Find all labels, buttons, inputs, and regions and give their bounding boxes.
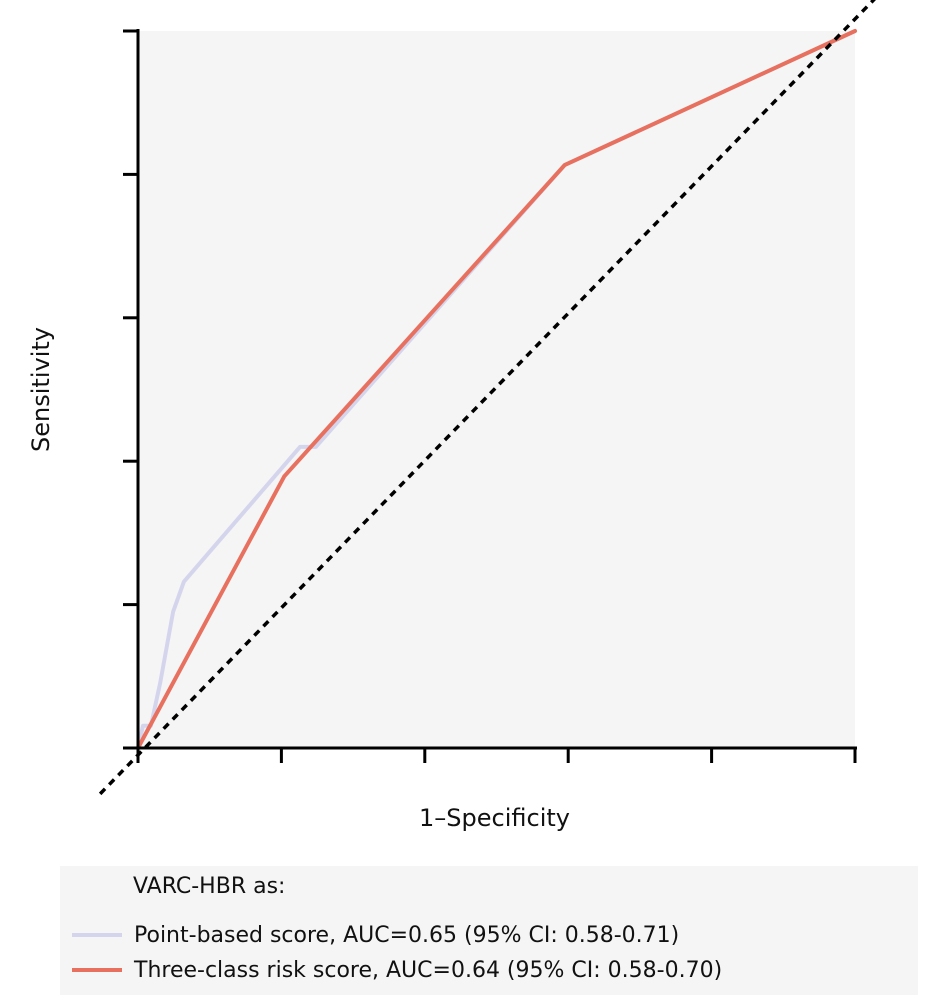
axes-layer [123,29,857,763]
legend-label-three-class: Three-class risk score, AUC=0.64 (95% CI… [134,957,723,983]
legend-title: VARC-HBR as: [133,874,286,899]
x-axis-title: 1–Specificity [419,804,570,832]
roc-chart: 1–Specificity Sensitivity [27,0,876,832]
series-layer [136,29,857,750]
legend-label-point-based: Point-based score, AUC=0.65 (95% CI: 0.5… [134,922,680,948]
legend-entry-three-class: Three-class risk score, AUC=0.64 (95% CI… [72,955,722,985]
legend-swatch-point-based [72,933,122,937]
series-line-1 [136,29,857,750]
y-axis-title: Sensitivity [27,327,55,452]
plot-background [138,31,855,748]
legend: VARC-HBR as: Point-based score, AUC=0.65… [60,866,918,995]
legend-swatch-three-class [72,968,122,972]
legend-entry-point-based: Point-based score, AUC=0.65 (95% CI: 0.5… [72,920,679,950]
